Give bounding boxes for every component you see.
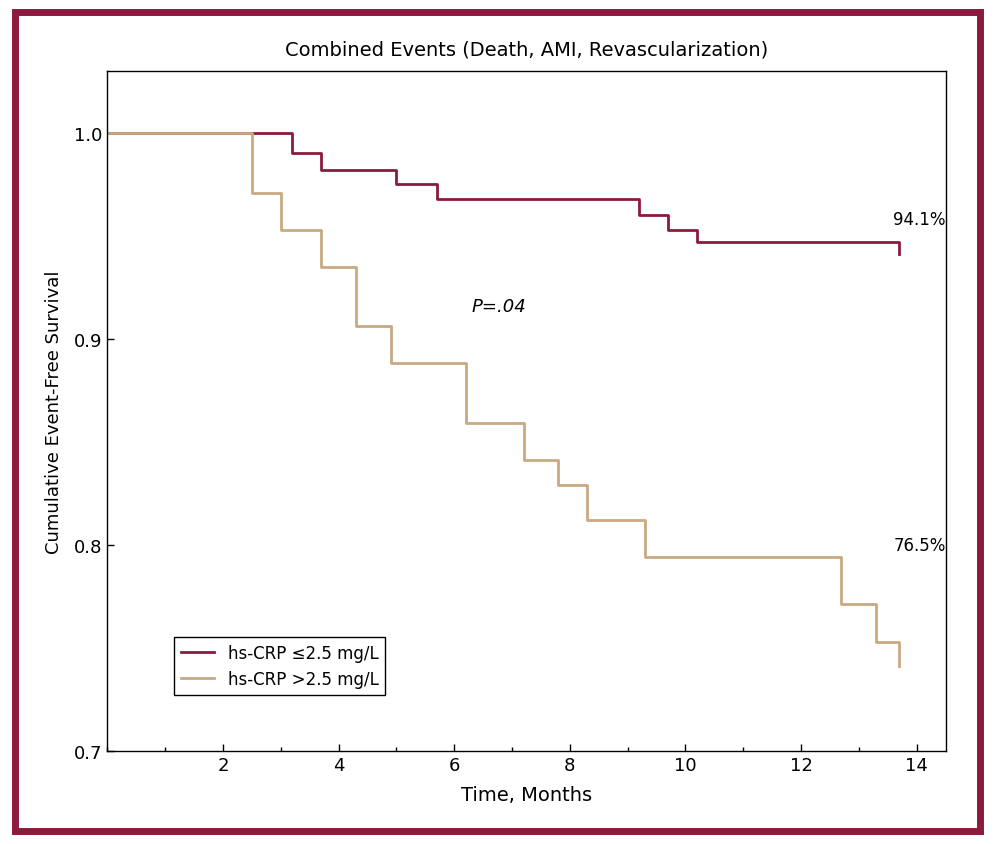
- Text: P=.04: P=.04: [471, 297, 526, 316]
- Title: Combined Events (Death, AMI, Revascularization): Combined Events (Death, AMI, Revasculari…: [284, 41, 767, 59]
- Text: 94.1%: 94.1%: [893, 211, 945, 229]
- Text: 76.5%: 76.5%: [893, 536, 945, 554]
- Y-axis label: Cumulative Event-Free Survival: Cumulative Event-Free Survival: [45, 270, 63, 553]
- Legend: hs-CRP ≤2.5 mg/L, hs-CRP >2.5 mg/L: hs-CRP ≤2.5 mg/L, hs-CRP >2.5 mg/L: [174, 637, 385, 695]
- X-axis label: Time, Months: Time, Months: [460, 785, 591, 803]
